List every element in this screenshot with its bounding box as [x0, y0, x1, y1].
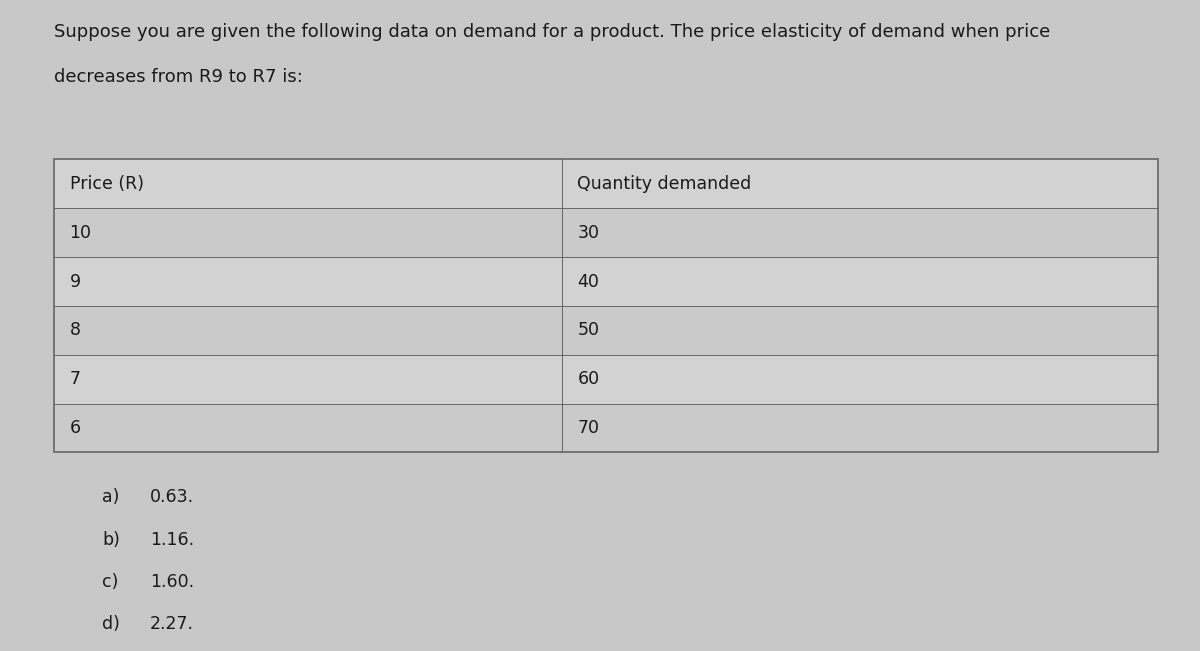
Text: Price (R): Price (R): [70, 175, 144, 193]
Text: 10: 10: [70, 224, 91, 242]
Text: 2.27.: 2.27.: [150, 615, 194, 633]
Bar: [54, 404, 562, 452]
Text: Quantity demanded: Quantity demanded: [577, 175, 751, 193]
Bar: [54, 355, 562, 404]
Text: 30: 30: [577, 224, 600, 242]
Text: 60: 60: [577, 370, 600, 388]
Text: 1.60.: 1.60.: [150, 573, 194, 591]
Bar: [562, 355, 1158, 404]
Bar: [562, 208, 1158, 257]
Bar: [562, 257, 1158, 306]
Text: 70: 70: [577, 419, 600, 437]
Text: Suppose you are given the following data on demand for a product. The price elas: Suppose you are given the following data…: [54, 23, 1050, 41]
Text: 7: 7: [70, 370, 80, 388]
Bar: [54, 306, 562, 355]
Text: d): d): [102, 615, 120, 633]
Bar: [54, 208, 562, 257]
Text: b): b): [102, 531, 120, 549]
Bar: [562, 306, 1158, 355]
Text: c): c): [102, 573, 119, 591]
Bar: [54, 159, 562, 208]
Text: 0.63.: 0.63.: [150, 488, 194, 506]
Bar: [562, 404, 1158, 452]
Text: decreases from R9 to R7 is:: decreases from R9 to R7 is:: [54, 68, 302, 87]
Text: 50: 50: [577, 322, 600, 339]
Bar: [54, 159, 1158, 452]
Text: 40: 40: [577, 273, 599, 290]
Text: 9: 9: [70, 273, 80, 290]
Text: 8: 8: [70, 322, 80, 339]
Text: 1.16.: 1.16.: [150, 531, 194, 549]
Bar: [562, 159, 1158, 208]
Text: a): a): [102, 488, 119, 506]
Text: 6: 6: [70, 419, 80, 437]
Bar: [54, 257, 562, 306]
